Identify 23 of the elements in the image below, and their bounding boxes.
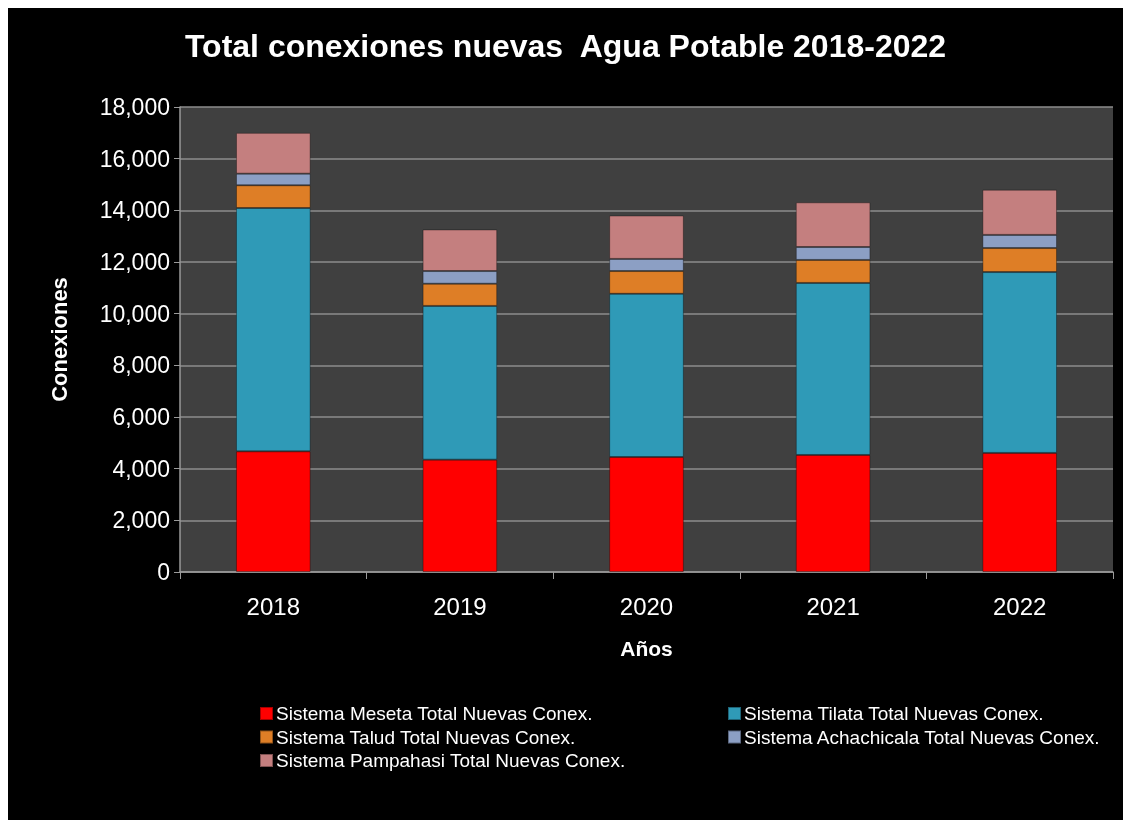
y-tick-label: 8,000 — [112, 352, 170, 379]
x-tick-label: 2018 — [246, 592, 300, 620]
y-axis-title: Conexiones — [46, 277, 72, 402]
x-tick-label: 2021 — [806, 592, 860, 620]
y-tick-label: 18,000 — [99, 94, 170, 120]
y-tick-label: 2,000 — [112, 507, 170, 534]
y-tick-label: 4,000 — [112, 455, 170, 482]
x-tick-label: 2019 — [433, 592, 487, 620]
y-tick-label: 16,000 — [99, 145, 170, 172]
legend-label: Sistema Meseta Total Nuevas Conex. — [276, 703, 593, 724]
x-axis-title: Años — [620, 637, 673, 660]
legend-label: Sistema Achachicala Total Nuevas Conex. — [744, 726, 1100, 748]
legend-label: Sistema Talud Total Nuevas Conex. — [276, 726, 576, 748]
y-tick-label: 10,000 — [99, 300, 170, 327]
y-tick-label: 6,000 — [112, 404, 170, 430]
x-tick-label: 2022 — [993, 592, 1047, 620]
y-tick-label: 14,000 — [99, 197, 170, 224]
y-tick-label: 12,000 — [99, 249, 170, 275]
x-tick-label: 2020 — [619, 592, 674, 620]
y-tick-label: 0 — [157, 559, 170, 585]
legend-label: Sistema Pampahasi Total Nuevas Conex. — [276, 750, 626, 771]
chart-title: Total conexiones nuevas Agua Potable 2018-2022 — [184, 28, 947, 64]
legend-label: Sistema Tilata Total Nuevas Conex. — [744, 703, 1044, 724]
